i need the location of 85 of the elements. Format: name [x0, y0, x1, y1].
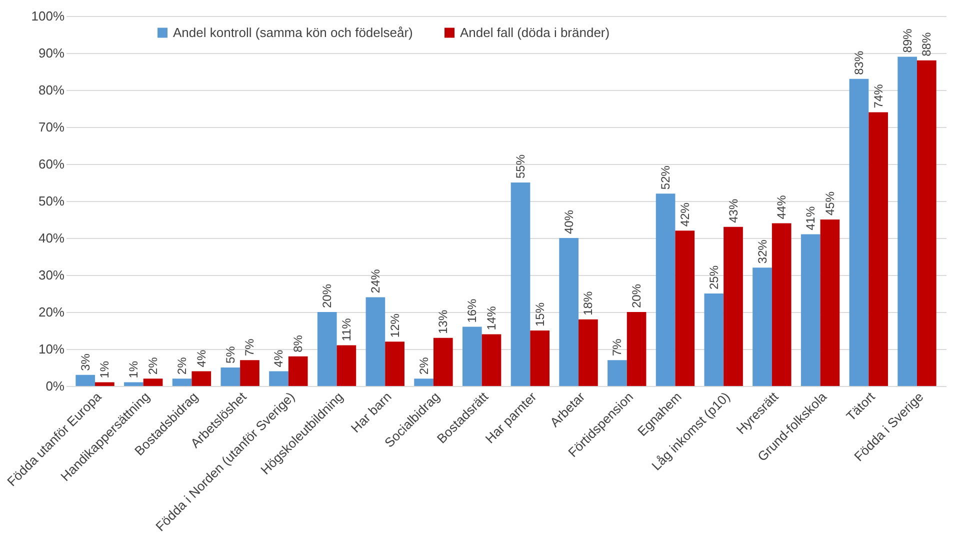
- bar: [336, 345, 356, 386]
- data-label: 43%: [726, 198, 740, 223]
- data-label: 2%: [416, 356, 431, 375]
- data-label: 12%: [388, 313, 402, 338]
- data-label: 45%: [822, 191, 837, 216]
- data-label: 89%: [900, 28, 914, 53]
- data-label: 3%: [78, 353, 92, 371]
- bar: [656, 194, 676, 386]
- data-label: 2%: [146, 356, 160, 375]
- bar: [317, 312, 337, 386]
- data-label: 40%: [562, 210, 576, 234]
- y-tick-label: 80%: [38, 82, 65, 98]
- bar: [868, 112, 888, 386]
- bar: [269, 371, 288, 386]
- data-label: 32%: [755, 239, 770, 264]
- bar: [559, 238, 579, 386]
- bar: [462, 326, 482, 386]
- data-label: 74%: [871, 84, 886, 108]
- bar: [752, 268, 772, 386]
- legend-label: Andel kontroll (samma kön och födelseår): [173, 24, 413, 40]
- bar: [724, 226, 743, 386]
- bar: [240, 360, 260, 386]
- bar: [530, 330, 550, 386]
- bar: [626, 312, 646, 386]
- bar: [772, 223, 792, 386]
- data-label: 7%: [610, 338, 624, 356]
- bar: [916, 60, 936, 386]
- y-tick-label: 30%: [38, 268, 65, 282]
- bar: [704, 294, 724, 386]
- legend-label: Andel fall (döda i bränder): [460, 24, 610, 40]
- bar: [510, 182, 530, 386]
- bar: [124, 382, 144, 386]
- y-tick-label: 100%: [31, 8, 65, 24]
- data-label: 2%: [175, 356, 190, 375]
- data-label: 55%: [514, 154, 528, 178]
- data-label: 14%: [484, 306, 498, 330]
- bar: [414, 378, 434, 386]
- data-label: 5%: [223, 346, 238, 364]
- bar: [482, 334, 502, 386]
- data-label: 15%: [532, 302, 547, 326]
- data-label: 11%: [339, 318, 354, 342]
- y-tick-label: 0%: [46, 378, 65, 394]
- bar: [608, 360, 627, 386]
- bar: [95, 382, 114, 386]
- bar: [820, 220, 840, 386]
- bar: [172, 378, 192, 386]
- data-label: 20%: [320, 284, 334, 308]
- data-label: 25%: [706, 265, 721, 290]
- y-tick-label: 50%: [38, 194, 65, 208]
- bar: [849, 78, 869, 386]
- y-tick-label: 90%: [38, 46, 65, 60]
- bar: [578, 319, 598, 386]
- data-label: 4%: [272, 350, 286, 368]
- bar: [220, 368, 240, 386]
- data-label: 8%: [291, 334, 306, 352]
- y-tick-label: 70%: [38, 120, 65, 134]
- data-label: 16%: [465, 298, 480, 323]
- y-tick-label: 40%: [38, 230, 65, 246]
- bar: [433, 338, 453, 386]
- data-label: 88%: [920, 32, 934, 56]
- data-label: 83%: [852, 50, 866, 75]
- bar: [800, 234, 820, 386]
- data-label: 52%: [658, 165, 673, 190]
- data-label: 1%: [126, 360, 141, 378]
- bar: [143, 378, 163, 386]
- bar: [288, 356, 308, 386]
- bar: [76, 374, 96, 386]
- y-tick-label: 20%: [38, 304, 65, 320]
- bar: [675, 230, 695, 386]
- data-label: 7%: [242, 338, 257, 356]
- bar: [192, 371, 212, 386]
- data-label: 41%: [804, 206, 818, 230]
- data-label: 13%: [436, 310, 450, 334]
- data-label: 20%: [630, 284, 644, 308]
- data-label: 18%: [581, 291, 596, 316]
- bar: [385, 342, 404, 386]
- bar: [366, 297, 386, 386]
- data-label: 4%: [194, 350, 208, 368]
- data-label: 42%: [678, 202, 692, 227]
- data-label: 24%: [368, 268, 382, 294]
- y-tick-label: 10%: [38, 342, 65, 356]
- data-label: 1%: [98, 360, 112, 378]
- data-label: 44%: [774, 194, 789, 220]
- bar: [898, 56, 917, 386]
- y-tick-label: 60%: [38, 156, 65, 172]
